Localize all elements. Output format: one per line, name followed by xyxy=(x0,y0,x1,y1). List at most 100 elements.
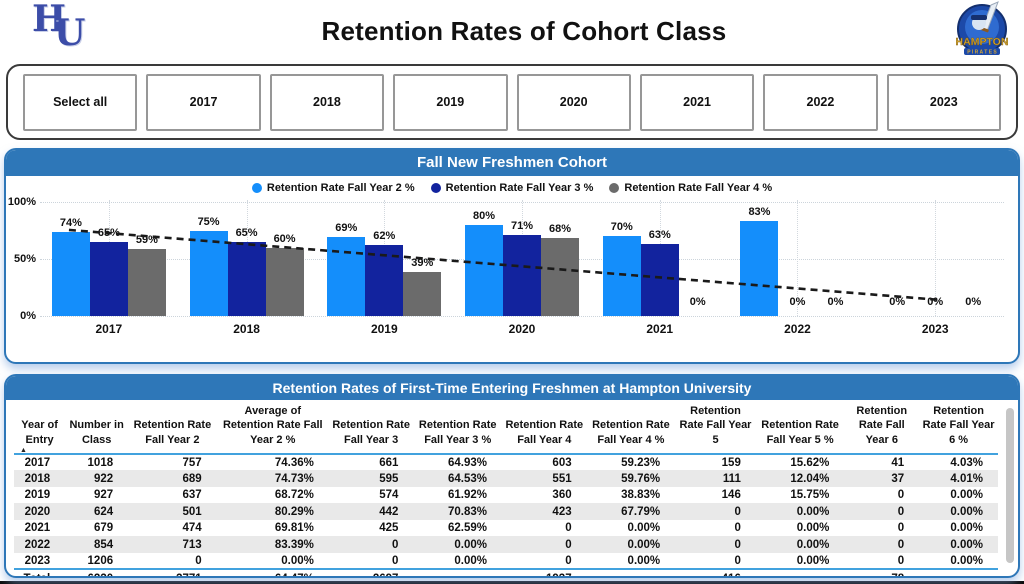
plot-area: 74% 65% 59% 75% 65% 60% 69% 62% 39% 80% 71% 68% 70% 6… xyxy=(40,200,1004,317)
table-cell: 2023 xyxy=(24,554,51,567)
filter-button-2022[interactable]: 2022 xyxy=(763,73,878,131)
column-header[interactable]: Retention Rate Fall Year 5 % xyxy=(755,401,845,455)
bar-value-label: 74% xyxy=(59,216,82,229)
year-filter-bar: Select all 2017 2018 2019 2020 2021 2022 2023 xyxy=(6,64,1018,140)
column-header[interactable]: Retention Rate Fall Year 3 % xyxy=(413,401,502,455)
table-cell: 0.00% xyxy=(796,554,830,567)
table-cell: 74.36% xyxy=(274,456,314,469)
bar-group-2022: 83% 0% 0% xyxy=(729,200,867,316)
filter-button-2018[interactable]: 2018 xyxy=(269,73,385,131)
column-header[interactable]: Average of Retention Rate Fall Year 2 % xyxy=(216,401,329,455)
total-cell xyxy=(413,568,502,576)
bar-2017-fallyear2[interactable] xyxy=(51,231,90,316)
table-cell: 59.76% xyxy=(621,472,661,485)
table-cell: 37 xyxy=(891,472,905,485)
table-cell: 0 xyxy=(897,505,905,518)
bar-2017-fallyear3[interactable] xyxy=(89,241,128,316)
bar-2018-fallyear2[interactable] xyxy=(189,230,228,316)
filter-button-select-all[interactable]: Select all xyxy=(23,73,138,131)
table-row: 2017 1018 757 74.36% 661 64.93% 603 59.23% 159 15… xyxy=(14,454,998,471)
scrollbar-thumb[interactable] xyxy=(1006,408,1014,564)
bar-2021-fallyear2[interactable] xyxy=(602,236,641,316)
table-cell: 159 xyxy=(721,456,741,469)
table-cell: 922 xyxy=(93,472,114,485)
column-header[interactable]: Retention Rate Fall Year 3 xyxy=(328,401,414,455)
table-cell: 0 xyxy=(565,522,572,535)
table-cell: 927 xyxy=(93,489,114,502)
table-cell: 501 xyxy=(182,505,202,518)
table-total-row: Total6230377164.47%2697 1937 416 78 xyxy=(14,568,998,576)
filter-button-2021[interactable]: 2021 xyxy=(639,73,755,131)
bar-2018-fallyear4[interactable] xyxy=(265,247,304,316)
table-cell: 0 xyxy=(565,538,572,551)
filter-button-2017[interactable]: 2017 xyxy=(146,73,261,131)
column-header[interactable]: Retention Rate Fall Year 6 % xyxy=(919,401,998,455)
table-cell: 59.23% xyxy=(621,456,661,469)
bar-2020-fallyear3[interactable] xyxy=(503,235,542,316)
bar-2019-fallyear3[interactable] xyxy=(365,245,404,316)
bar-2022-fallyear2[interactable] xyxy=(740,221,779,316)
bar-cluster: 0% 0% 0% xyxy=(878,202,992,316)
table-scrollbar[interactable] xyxy=(1006,408,1014,568)
bar-value-label: 80% xyxy=(473,209,496,222)
bar-slot: 80% xyxy=(465,202,504,316)
column-header[interactable]: Retention Rate Fall Year 4 % xyxy=(586,401,676,455)
column-header[interactable]: Retention Rate Fall Year 6 xyxy=(844,401,920,455)
table-cell: 551 xyxy=(552,472,572,485)
table-cell: 146 xyxy=(721,489,741,502)
bar-value-label: 70% xyxy=(610,221,633,234)
column-header[interactable]: Retention Rate Fall Year 5 xyxy=(675,401,756,455)
table-cell: 661 xyxy=(379,456,399,469)
bar-slot: 74% xyxy=(51,202,90,316)
bar-2018-fallyear3[interactable] xyxy=(227,241,266,316)
bar-value-label: 75% xyxy=(197,215,220,228)
bar-cluster: 69% 62% 39% xyxy=(327,202,442,316)
table-cell: 595 xyxy=(379,472,399,485)
bar-2019-fallyear4[interactable] xyxy=(403,271,442,316)
table-cell: 0.00% xyxy=(796,522,830,535)
filter-button-2023[interactable]: 2023 xyxy=(886,73,1001,131)
bar-2019-fallyear2[interactable] xyxy=(327,237,366,316)
chart-legend: Retention Rate Fall Year 2 % Retention Ra… xyxy=(6,176,1018,199)
bar-2020-fallyear4[interactable] xyxy=(541,238,580,316)
total-cell: 416 xyxy=(675,568,756,576)
bar-2017-fallyear4[interactable] xyxy=(127,248,166,316)
table-cell: 574 xyxy=(379,489,399,502)
bar-slot: 0% xyxy=(778,202,816,316)
bar-value-label: 62% xyxy=(373,230,396,243)
bar-cluster: 74% 65% 59% xyxy=(51,202,166,316)
column-header[interactable]: Number in Class xyxy=(65,401,129,455)
table-cell: 603 xyxy=(552,456,572,469)
bar-value-label: 0% xyxy=(789,296,806,308)
chart-plot-wrapper: 100% 50% 0% 74% 65% 59% 75% 65% 60% 69% 62% 39% 80%… xyxy=(8,196,1004,322)
bar-value-label: 0% xyxy=(927,296,944,308)
chart-panel: Fall New Freshmen Cohort Retention Rate … xyxy=(4,148,1020,364)
hampton-pirates-logo: HAMPTON P I R A T E S xyxy=(952,1,1014,61)
table-cell: 111 xyxy=(722,472,741,485)
gridline xyxy=(40,316,1004,317)
filter-button-2020[interactable]: 2020 xyxy=(516,73,631,131)
table-row: 2021 679 474 69.81% 425 62.59% 0 0.00% 0 0.00% 0 0.… xyxy=(14,520,998,537)
bar-2020-fallyear2[interactable] xyxy=(465,224,504,316)
table-cell: 15.62% xyxy=(790,456,830,469)
bar-group-2020: 80% 71% 68% xyxy=(453,200,591,316)
table-panel: Retention Rates of First-Time Entering F… xyxy=(4,374,1020,578)
bar-value-label: 63% xyxy=(648,229,671,242)
table-cell: 69.81% xyxy=(274,522,314,535)
table-cell: 0 xyxy=(897,489,905,502)
bar-group-2021: 70% 63% 0% xyxy=(591,200,729,316)
column-header[interactable]: Retention Rate Fall Year 2 xyxy=(128,401,217,455)
column-header[interactable]: Year of Entry ▲ xyxy=(14,401,66,455)
bar-cluster: 70% 63% 0% xyxy=(602,202,717,316)
table-cell: 0 xyxy=(392,538,399,551)
bar-value-label: 39% xyxy=(411,256,434,269)
x-axis-label-2017: 2017 xyxy=(95,322,123,336)
table-cell: 0.00% xyxy=(627,554,661,567)
bar-2021-fallyear3[interactable] xyxy=(640,244,679,316)
column-header[interactable]: Retention Rate Fall Year 4 xyxy=(502,401,587,455)
table-cell: 0.00% xyxy=(950,522,983,535)
filter-button-2019[interactable]: 2019 xyxy=(393,73,508,131)
x-axis-label-2023: 2023 xyxy=(921,322,949,336)
table-cell: 0.00% xyxy=(454,554,487,567)
table-cell: 425 xyxy=(379,522,399,535)
